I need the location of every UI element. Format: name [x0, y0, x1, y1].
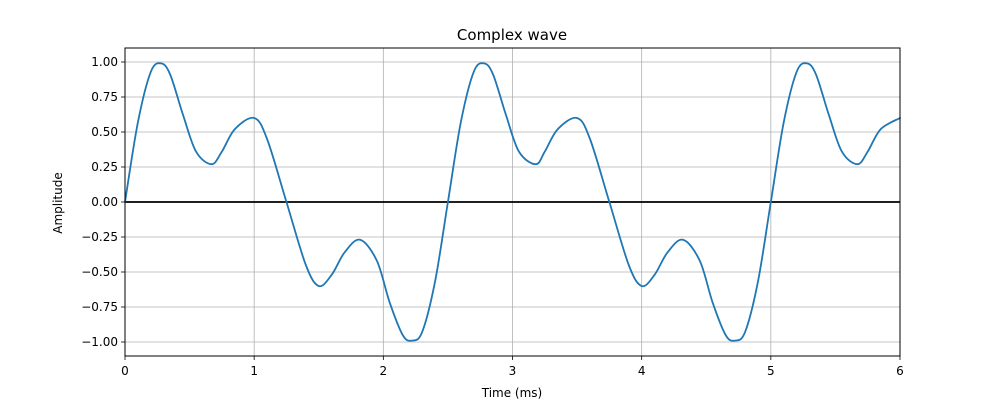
x-axis-title: Time (ms)	[481, 386, 543, 400]
x-tick-label: 2	[380, 364, 388, 378]
y-tick-label: 0.25	[91, 160, 118, 174]
y-tick-label: −0.50	[81, 265, 118, 279]
x-tick-label: 4	[638, 364, 646, 378]
y-tick-label: −0.25	[81, 230, 118, 244]
y-tick-label: 1.00	[91, 55, 118, 69]
x-tick-label: 3	[509, 364, 517, 378]
x-tick-label: 1	[250, 364, 258, 378]
chart-title: Complex wave	[457, 26, 567, 44]
y-tick-label: −1.00	[81, 335, 118, 349]
y-tick-label: 0.00	[91, 195, 118, 209]
y-axis-title: Amplitude	[51, 172, 65, 234]
y-tick-label: 0.50	[91, 125, 118, 139]
x-tick-label: 5	[767, 364, 775, 378]
series-layer	[124, 62, 901, 342]
y-tick-label: −0.75	[81, 300, 118, 314]
y-tick-label: 0.75	[91, 90, 118, 104]
series-line	[124, 62, 901, 342]
x-tick-label: 6	[896, 364, 904, 378]
axis-ticks: 0 1 2 3 4 5 6 1.00 0.75 0.50 0.25 0.00 −0.25 −0.50 −0.…	[81, 55, 904, 378]
x-tick-label: 0	[121, 364, 129, 378]
